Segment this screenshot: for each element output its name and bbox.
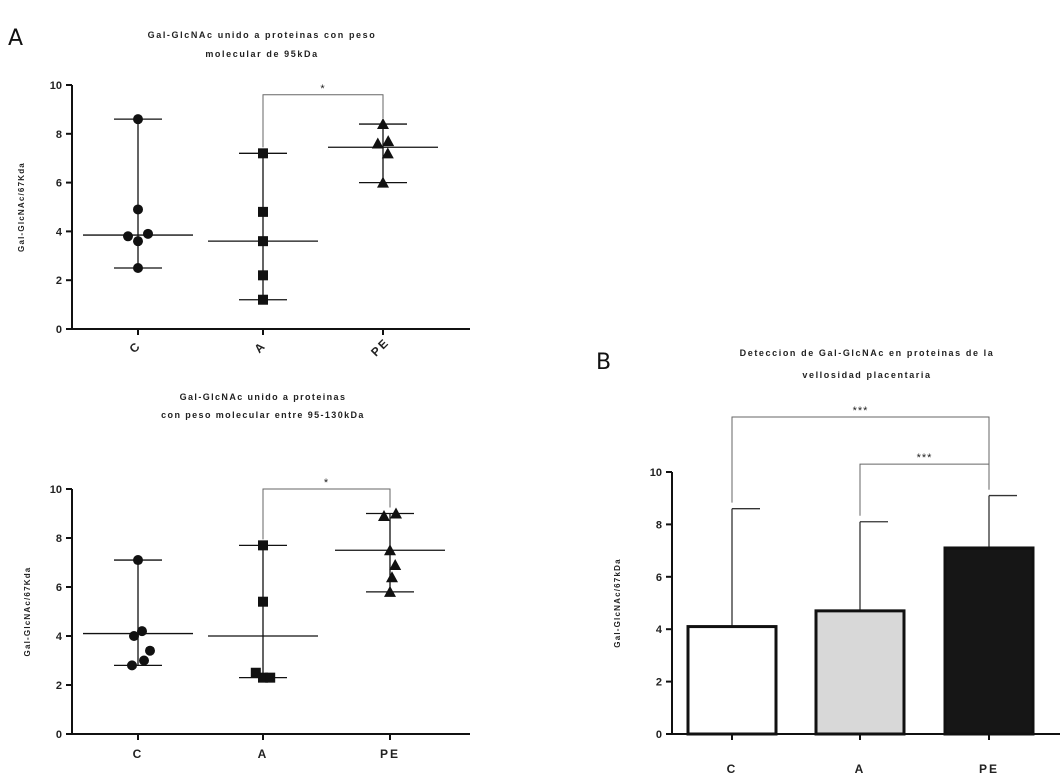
significance-bracket [859, 463, 990, 516]
data-point-circle [137, 626, 147, 637]
y-tick-label: 6 [56, 178, 62, 190]
y-tick-label: 0 [56, 729, 62, 741]
y-tick-label: 10 [650, 467, 662, 479]
y-tick-label: 8 [56, 533, 62, 545]
x-tick-label: A [251, 338, 268, 355]
chart-title-line-0: Gal-GlcNAc unido a proteinas con peso [148, 30, 377, 40]
x-tick-label: A [855, 762, 866, 776]
data-point-circle [133, 555, 143, 566]
chart-title-line-0: Gal-GlcNAc unido a proteinas [180, 392, 347, 402]
y-tick-label: 2 [656, 677, 662, 689]
chart-title-line-1: molecular de 95kDa [205, 49, 318, 59]
data-point-square [258, 148, 268, 159]
x-tick-label: PE [368, 335, 392, 359]
data-point-square [258, 672, 268, 683]
x-tick-label: C [727, 762, 738, 776]
y-tick-label: 10 [50, 484, 62, 496]
data-point-triangle [382, 135, 395, 147]
bar [686, 625, 778, 736]
y-tick-label: 4 [656, 624, 663, 636]
data-point-triangle [381, 147, 394, 159]
data-point-circle [127, 660, 137, 671]
data-point-circle [133, 114, 143, 125]
y-tick-label: 8 [56, 129, 62, 141]
significance-bracket [731, 416, 990, 503]
y-tick-label: 2 [56, 275, 62, 287]
significance-label: *** [853, 405, 869, 417]
data-point-triangle [371, 137, 384, 149]
chart-title-line-1: con peso molecular entre 95-130kDa [161, 410, 365, 420]
y-tick-label: 4 [56, 631, 63, 643]
significance-label: *** [917, 452, 933, 464]
data-point-circle [139, 655, 149, 666]
data-point-triangle [384, 585, 396, 597]
data-point-triangle [377, 176, 389, 188]
panel-b-letter: B [596, 350, 612, 375]
data-point-circle [133, 236, 143, 247]
data-point-circle [145, 645, 155, 656]
panel-a-letter: A [8, 26, 24, 51]
y-tick-label: 4 [56, 226, 63, 238]
data-point-square [258, 206, 268, 217]
data-point-square [250, 667, 261, 678]
y-axis-label: Gal-GlcNAc/67kDa [613, 558, 622, 647]
data-point-square [258, 540, 268, 551]
chart-title-line-1: vellosidad placentaria [802, 370, 931, 380]
x-tick-label: C [126, 338, 143, 355]
data-point-square [265, 672, 276, 683]
significance-bracket [262, 94, 384, 148]
data-point-triangle [384, 544, 396, 556]
y-axis-label: Gal-GlcNAc/67Kda [17, 162, 26, 252]
y-axis-label: Gal-GlcNAc/67Kda [23, 567, 32, 657]
data-point-triangle [389, 558, 402, 570]
y-tick-label: 6 [56, 582, 62, 594]
data-point-triangle [386, 571, 398, 583]
data-point-circle [133, 263, 143, 273]
data-point-square [258, 294, 268, 305]
y-tick-label: 6 [656, 572, 662, 584]
significance-label: * [324, 477, 329, 489]
y-tick-label: 8 [656, 519, 662, 531]
x-tick-label: PE [380, 747, 400, 761]
data-point-circle [123, 231, 133, 242]
data-point-circle [143, 228, 153, 239]
data-point-triangle [378, 509, 390, 521]
y-tick-label: 2 [56, 680, 62, 692]
bar [943, 546, 1035, 736]
chart-title-line-0: Deteccion de Gal-GlcNAc en proteinas de … [740, 348, 995, 358]
bar [814, 609, 906, 736]
data-point-square [258, 236, 268, 247]
data-point-circle [133, 204, 143, 215]
x-tick-label: C [133, 747, 144, 761]
y-tick-label: 0 [56, 324, 62, 336]
data-point-square [258, 270, 268, 281]
significance-bracket [262, 488, 391, 540]
y-tick-label: 0 [656, 729, 662, 741]
data-point-circle [129, 631, 139, 641]
data-point-triangle [390, 507, 402, 519]
significance-label: * [320, 83, 325, 95]
data-point-triangle [377, 118, 389, 130]
x-tick-label: PE [979, 762, 999, 776]
x-tick-label: A [258, 747, 269, 761]
data-point-square [258, 596, 268, 607]
y-tick-label: 10 [50, 80, 62, 92]
